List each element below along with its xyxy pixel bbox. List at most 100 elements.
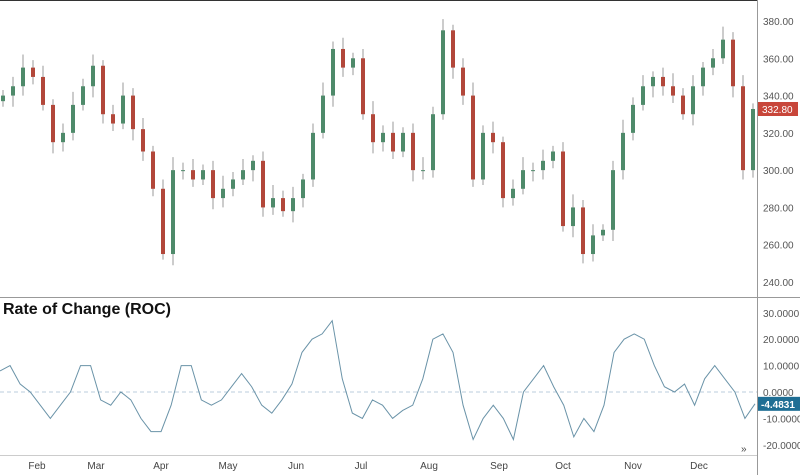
candle-body (721, 39, 725, 59)
candle-body (581, 207, 585, 255)
price-tick-label: 340.00 (763, 92, 794, 103)
price-tick-label: 380.00 (763, 17, 794, 28)
month-label: May (219, 461, 238, 472)
candle-body (21, 67, 25, 87)
candle-body (601, 229, 605, 236)
candle-body (271, 198, 275, 208)
candle-body (731, 39, 735, 87)
candle-body (561, 151, 565, 227)
candle-body (201, 170, 205, 180)
candle-body (381, 132, 385, 143)
candle-body (311, 132, 315, 180)
candle-body (631, 104, 635, 133)
candle-body (11, 86, 15, 96)
candle-body (141, 129, 145, 152)
roc-tick-label: 0.0000 (763, 388, 794, 399)
candle-body (621, 132, 625, 171)
month-label: Jul (355, 461, 368, 472)
candle-body (391, 132, 395, 152)
candle-body (111, 114, 115, 124)
candle-body (681, 95, 685, 115)
last-price-label: 332.80 (762, 105, 793, 116)
last-roc-label: -4.4831 (761, 400, 795, 411)
candle-body (501, 142, 505, 199)
candle-body (301, 179, 305, 199)
roc-title: Rate of Change (ROC) (3, 301, 171, 318)
candle-body (81, 86, 85, 105)
month-label: Mar (87, 461, 105, 472)
month-label: Oct (555, 461, 571, 472)
candle-body (191, 170, 195, 180)
candle-body (281, 198, 285, 212)
candle-body (261, 160, 265, 208)
candle-body (641, 86, 645, 105)
candle-body (41, 76, 45, 105)
candle-body (471, 95, 475, 180)
candle-body (431, 114, 435, 171)
candle-body (181, 170, 185, 172)
price-tick-label: 320.00 (763, 129, 794, 140)
candle-body (171, 170, 175, 255)
price-tick-label: 280.00 (763, 203, 794, 214)
candle-body (61, 132, 65, 143)
candle-body (121, 95, 125, 124)
candle-body (51, 104, 55, 143)
candle-body (591, 235, 595, 255)
candle-body (71, 104, 75, 133)
candle-body (211, 170, 215, 199)
month-label: Jun (288, 461, 304, 472)
candle-body (661, 76, 665, 87)
candle-body (411, 132, 415, 171)
candle-body (551, 151, 555, 161)
candle-body (291, 198, 295, 212)
candle-body (361, 58, 365, 115)
price-tick-label: 260.00 (763, 241, 794, 252)
candle-body (541, 160, 545, 171)
last-price-badge (758, 101, 798, 116)
candle-body (91, 65, 95, 87)
candle-body (371, 114, 375, 143)
candle-body (421, 170, 425, 172)
candle-body (101, 65, 105, 115)
roc-tick-label: 20.0000 (763, 335, 800, 346)
candle-body (241, 170, 245, 180)
candle-body (491, 132, 495, 143)
candle-body (511, 188, 515, 199)
month-label: Apr (153, 461, 169, 472)
month-label: Aug (420, 461, 438, 472)
month-label: Feb (28, 461, 46, 472)
roc-tick-label: 10.0000 (763, 362, 800, 373)
candle-body (671, 86, 675, 96)
candle-body (131, 95, 135, 130)
month-label: Nov (624, 461, 642, 472)
roc-tick-label: 30.0000 (763, 309, 800, 320)
candle-body (711, 58, 715, 68)
candle-body (461, 67, 465, 96)
candle-body (321, 95, 325, 133)
candle-body (341, 48, 345, 68)
roc-tick-label: -10.0000 (763, 414, 800, 425)
candle-body (161, 188, 165, 255)
price-tick-label: 360.00 (763, 54, 794, 65)
candle-body (451, 30, 455, 68)
candle-body (401, 132, 405, 152)
candle-body (1, 95, 5, 102)
candle-body (651, 76, 655, 87)
candle-body (701, 67, 705, 87)
candle-body (351, 58, 355, 68)
candle-body (611, 170, 615, 230)
candle-body (481, 132, 485, 180)
candle-body (221, 188, 225, 199)
candle-body (151, 151, 155, 189)
candle-body (691, 86, 695, 115)
roc-tick-label: -20.0000 (763, 441, 800, 452)
double-chevron-right-icon[interactable]: » (741, 444, 747, 455)
month-label: Dec (690, 461, 708, 472)
candle-body (751, 108, 755, 171)
price-tick-label: 300.00 (763, 166, 794, 177)
candle-body (251, 160, 255, 171)
candle-body (741, 86, 745, 171)
month-label: Sep (490, 461, 508, 472)
candle-body (441, 30, 445, 115)
